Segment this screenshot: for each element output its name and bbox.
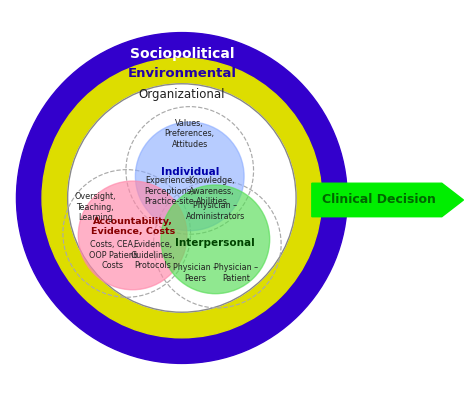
Text: Evidence,
Guidelines,
Protocols: Evidence, Guidelines, Protocols bbox=[130, 240, 174, 270]
Text: Organizational: Organizational bbox=[138, 88, 225, 101]
Circle shape bbox=[17, 32, 347, 364]
Text: Individual: Individual bbox=[161, 167, 219, 177]
Circle shape bbox=[78, 181, 187, 290]
Text: Physician –
Peers: Physician – Peers bbox=[173, 263, 217, 282]
Text: Environmental: Environmental bbox=[128, 67, 237, 80]
Circle shape bbox=[68, 84, 296, 312]
Text: Physician –
Patient: Physician – Patient bbox=[214, 263, 258, 282]
Circle shape bbox=[161, 185, 270, 294]
Text: Physician –
Administrators: Physician – Administrators bbox=[186, 201, 245, 221]
Text: Interpersonal: Interpersonal bbox=[175, 238, 255, 248]
Text: Accountability,
Evidence, Costs: Accountability, Evidence, Costs bbox=[91, 217, 175, 236]
Text: Sociopolitical: Sociopolitical bbox=[129, 47, 234, 61]
Circle shape bbox=[42, 58, 322, 338]
Text: Clinical Decision: Clinical Decision bbox=[322, 194, 436, 206]
FancyArrow shape bbox=[312, 183, 464, 217]
Text: Experience,
Perceptions,
Practice-site: Experience, Perceptions, Practice-site bbox=[145, 176, 194, 206]
Text: Costs, CEA,
OOP Patient
Costs: Costs, CEA, OOP Patient Costs bbox=[89, 240, 137, 270]
Text: Knowledge,
Awareness,
Abilities: Knowledge, Awareness, Abilities bbox=[188, 176, 235, 206]
Circle shape bbox=[136, 122, 244, 231]
Text: Values,
Preferences,
Attitudes: Values, Preferences, Attitudes bbox=[165, 119, 215, 149]
Text: Oversight,
Teaching,
Learning: Oversight, Teaching, Learning bbox=[74, 192, 116, 222]
